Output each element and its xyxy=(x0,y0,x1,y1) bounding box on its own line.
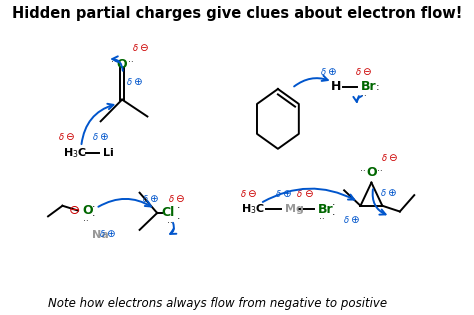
Text: O: O xyxy=(117,58,128,72)
Text: ·: · xyxy=(331,200,335,210)
Text: $\delta$: $\delta$ xyxy=(142,193,148,204)
Text: $\ominus$: $\ominus$ xyxy=(304,188,313,199)
Text: $\delta$: $\delta$ xyxy=(92,131,99,142)
Text: ··: ·· xyxy=(128,58,134,67)
Text: $\oplus$: $\oplus$ xyxy=(350,214,360,225)
Text: Mg: Mg xyxy=(284,204,303,214)
Text: :: : xyxy=(376,82,380,92)
Text: $\ominus$: $\ominus$ xyxy=(362,66,372,77)
Text: Br: Br xyxy=(318,203,333,216)
Text: ··: ·· xyxy=(167,219,173,228)
Text: $\oplus$: $\oplus$ xyxy=(149,193,159,204)
Text: $\ominus$: $\ominus$ xyxy=(175,193,185,204)
Text: Li: Li xyxy=(103,148,114,158)
Text: ··: ·· xyxy=(319,215,324,224)
Text: $\delta$: $\delta$ xyxy=(58,131,64,142)
Text: Br: Br xyxy=(361,80,376,93)
Text: $\delta$: $\delta$ xyxy=(240,188,246,199)
Text: $\delta$: $\delta$ xyxy=(132,43,138,54)
Text: Hidden partial charges give clues about electron flow!: Hidden partial charges give clues about … xyxy=(12,7,462,21)
Text: $\delta$: $\delta$ xyxy=(320,66,327,77)
Text: ·: · xyxy=(177,203,180,213)
Text: $\delta$: $\delta$ xyxy=(297,188,303,199)
Text: $\delta$: $\delta$ xyxy=(99,228,105,239)
Text: H$_3$C: H$_3$C xyxy=(64,146,87,160)
Text: $\ominus$: $\ominus$ xyxy=(139,43,148,54)
Text: H$_3$C: H$_3$C xyxy=(241,202,265,216)
Text: Na: Na xyxy=(92,230,109,240)
Text: $\delta$: $\delta$ xyxy=(126,76,133,87)
Text: H: H xyxy=(331,80,342,93)
Text: $\delta$: $\delta$ xyxy=(274,188,282,199)
Text: $\delta$: $\delta$ xyxy=(343,214,350,225)
Text: ·: · xyxy=(92,202,95,212)
Text: $\oplus$: $\oplus$ xyxy=(387,187,397,198)
Text: $\oplus$: $\oplus$ xyxy=(106,228,116,239)
Text: $\delta$: $\delta$ xyxy=(380,187,387,198)
Text: O: O xyxy=(366,166,377,179)
Text: ··: ·· xyxy=(83,217,89,226)
Text: ··: ·· xyxy=(361,92,366,101)
Text: $\ominus$: $\ominus$ xyxy=(247,188,256,199)
Text: $\delta$: $\delta$ xyxy=(168,193,174,204)
Text: $\oplus$: $\oplus$ xyxy=(133,76,143,87)
Text: $\oplus$: $\oplus$ xyxy=(282,188,292,199)
Text: $\delta$: $\delta$ xyxy=(355,66,362,77)
Text: $\ominus$: $\ominus$ xyxy=(65,131,74,142)
Text: ··: ·· xyxy=(377,168,383,176)
Text: ·: · xyxy=(92,211,95,221)
Text: $\oplus$: $\oplus$ xyxy=(327,66,337,77)
Text: ··: ·· xyxy=(360,168,366,176)
Text: $\delta$: $\delta$ xyxy=(381,152,388,163)
Text: $\ominus$: $\ominus$ xyxy=(388,152,398,163)
Text: $\oplus$: $\oplus$ xyxy=(99,131,109,142)
Text: Cl: Cl xyxy=(162,207,175,220)
Text: O: O xyxy=(83,204,93,217)
Text: ·: · xyxy=(177,214,180,224)
Text: ·: · xyxy=(331,210,335,220)
Text: Note how electrons always flow from negative to positive: Note how electrons always flow from nega… xyxy=(48,297,387,311)
Text: ··: ·· xyxy=(110,58,117,67)
Text: $\ominus$: $\ominus$ xyxy=(68,204,80,217)
